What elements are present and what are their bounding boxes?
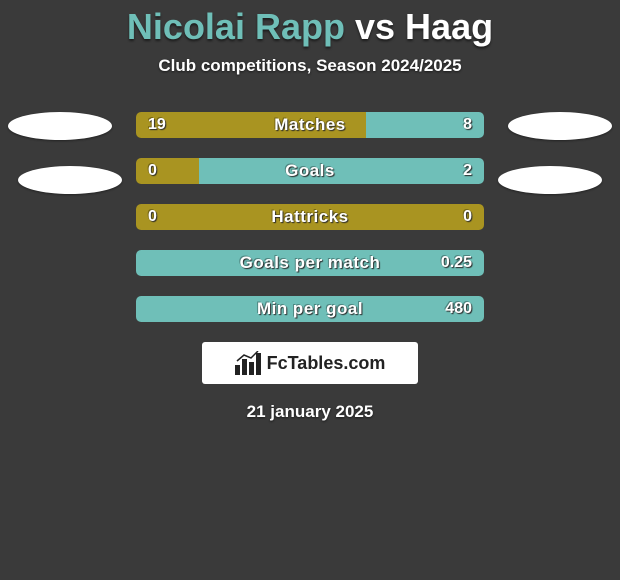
right-value: 480 xyxy=(445,300,472,318)
player2-avatar-placeholder-2 xyxy=(498,166,602,194)
comparison-bars: 19 Matches 8 0 Goals 2 0 Hattricks 0 Goals per ma… xyxy=(136,112,484,322)
fctables-logo: FcTables.com xyxy=(202,342,418,384)
player2-avatar-placeholder-1 xyxy=(508,112,612,140)
right-value: 0 xyxy=(463,208,472,226)
left-value: 19 xyxy=(148,116,166,134)
player1-avatar-placeholder-2 xyxy=(18,166,122,194)
right-value: 2 xyxy=(463,162,472,180)
right-value: 0.25 xyxy=(441,254,472,272)
stat-label: Matches xyxy=(274,115,346,135)
stat-label: Goals xyxy=(285,161,335,181)
stat-label: Goals per match xyxy=(240,253,381,273)
stat-row: 19 Matches 8 xyxy=(136,112,484,138)
stat-row: Goals per match 0.25 xyxy=(136,250,484,276)
left-value: 0 xyxy=(148,162,157,180)
stat-row: Min per goal 480 xyxy=(136,296,484,322)
subtitle: Club competitions, Season 2024/2025 xyxy=(0,56,620,76)
right-value: 8 xyxy=(463,116,472,134)
logo-text: FcTables.com xyxy=(267,353,386,374)
stat-label: Min per goal xyxy=(257,299,363,319)
page-title: Nicolai Rapp vs Haag xyxy=(0,0,620,48)
player1-name: Nicolai Rapp xyxy=(127,6,345,47)
player2-name: Haag xyxy=(405,6,493,47)
player1-avatar-placeholder-1 xyxy=(8,112,112,140)
stat-row: 0 Hattricks 0 xyxy=(136,204,484,230)
right-bar-segment xyxy=(199,158,484,184)
stat-row: 0 Goals 2 xyxy=(136,158,484,184)
comparison-stage: 19 Matches 8 0 Goals 2 0 Hattricks 0 Goals per ma… xyxy=(0,112,620,322)
date: 21 january 2025 xyxy=(0,402,620,422)
stat-label: Hattricks xyxy=(271,207,348,227)
bar-chart-icon xyxy=(235,351,261,375)
vs-text: vs xyxy=(355,6,395,47)
left-bar-segment xyxy=(136,158,199,184)
left-value: 0 xyxy=(148,208,157,226)
